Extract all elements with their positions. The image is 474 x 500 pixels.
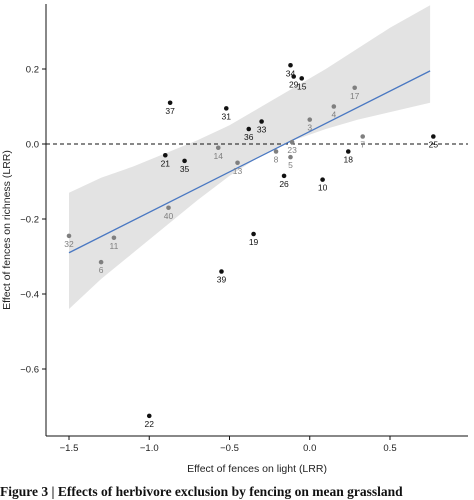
figure-caption: Figure 3 | Effects of herbivore exclusio…: [0, 484, 403, 499]
data-point: [288, 154, 293, 160]
point-label: 19: [249, 237, 259, 247]
x-axis-title: Effect of fences on light (LRR): [187, 463, 327, 475]
data-point: [167, 100, 173, 106]
data-point: [215, 145, 221, 151]
data-point: [111, 235, 117, 241]
point-label: 14: [214, 151, 224, 161]
point-label: 31: [222, 111, 232, 121]
data-point: [163, 152, 168, 158]
y-axis-title: Effect of fences on richness (LRR): [1, 150, 13, 310]
point-label: 10: [318, 183, 328, 193]
data-point: [431, 134, 436, 139]
data-point: [281, 173, 287, 179]
point-label: 15: [297, 81, 307, 91]
data-point: [182, 158, 187, 164]
point-label: 32: [64, 239, 74, 249]
point-label: 8: [274, 155, 279, 165]
y-tick-label: −0.2: [20, 215, 39, 226]
data-point: [299, 76, 305, 81]
data-point: [331, 104, 337, 109]
x-tick-label: 0.5: [383, 443, 396, 454]
data-point: [307, 117, 313, 122]
data-point: [223, 106, 229, 111]
y-axis-ticks: 0.2 0.0 −0.2 −0.4 −0.6: [20, 65, 46, 376]
data-point: [288, 62, 293, 68]
point-label: 21: [161, 158, 171, 168]
point-label: 35: [180, 164, 190, 174]
point-label: 26: [279, 179, 289, 189]
point-label: 17: [350, 91, 360, 101]
data-point: [352, 85, 357, 91]
data-point: [166, 205, 171, 211]
data-point: [320, 177, 325, 182]
point-label: 29: [289, 80, 299, 90]
point-label: 36: [244, 132, 254, 142]
point-label: 18: [344, 155, 354, 165]
data-point: [251, 231, 256, 237]
data-point: [273, 149, 279, 154]
point-label: 23: [287, 145, 297, 155]
data-point: [219, 269, 224, 274]
x-tick-label: 0.0: [303, 443, 316, 454]
point-label: 5: [288, 160, 293, 170]
point-label: 11: [110, 241, 119, 251]
x-tick-label: −1.5: [60, 443, 79, 454]
y-tick-label: 0.2: [26, 65, 39, 76]
data-point: [289, 139, 295, 145]
x-tick-label: −1.0: [140, 443, 159, 454]
point-label: 40: [164, 211, 174, 221]
y-tick-label: −0.4: [20, 290, 39, 301]
point-label: 4: [331, 110, 336, 120]
data-point: [66, 233, 72, 239]
data-point: [291, 74, 297, 79]
data-point: [360, 134, 366, 139]
point-label: 39: [217, 275, 227, 285]
point-label: 3: [307, 123, 312, 133]
point-label: 13: [233, 166, 243, 176]
point-label: 6: [99, 265, 104, 275]
x-tick-label: −0.5: [220, 443, 239, 454]
data-point: [246, 126, 252, 132]
confidence-band-group: [69, 5, 431, 310]
point-label: 7: [360, 140, 365, 150]
data-point: [146, 413, 152, 419]
y-tick-label: −0.6: [20, 365, 39, 376]
data-point: [235, 160, 240, 166]
y-tick-label: 0.0: [26, 140, 39, 151]
data-point: [345, 149, 351, 154]
point-label: 34: [286, 68, 296, 78]
x-axis-ticks: −1.5 −1.0 −0.5 0.0 0.5: [60, 436, 397, 454]
point-label: 25: [429, 140, 439, 150]
regression-line: [68, 70, 431, 254]
data-point: [259, 119, 264, 124]
point-label: 37: [165, 106, 175, 116]
data-point: [98, 259, 104, 265]
point-label: 33: [257, 125, 267, 135]
confidence-band: [69, 5, 431, 310]
point-label: 22: [145, 419, 155, 429]
